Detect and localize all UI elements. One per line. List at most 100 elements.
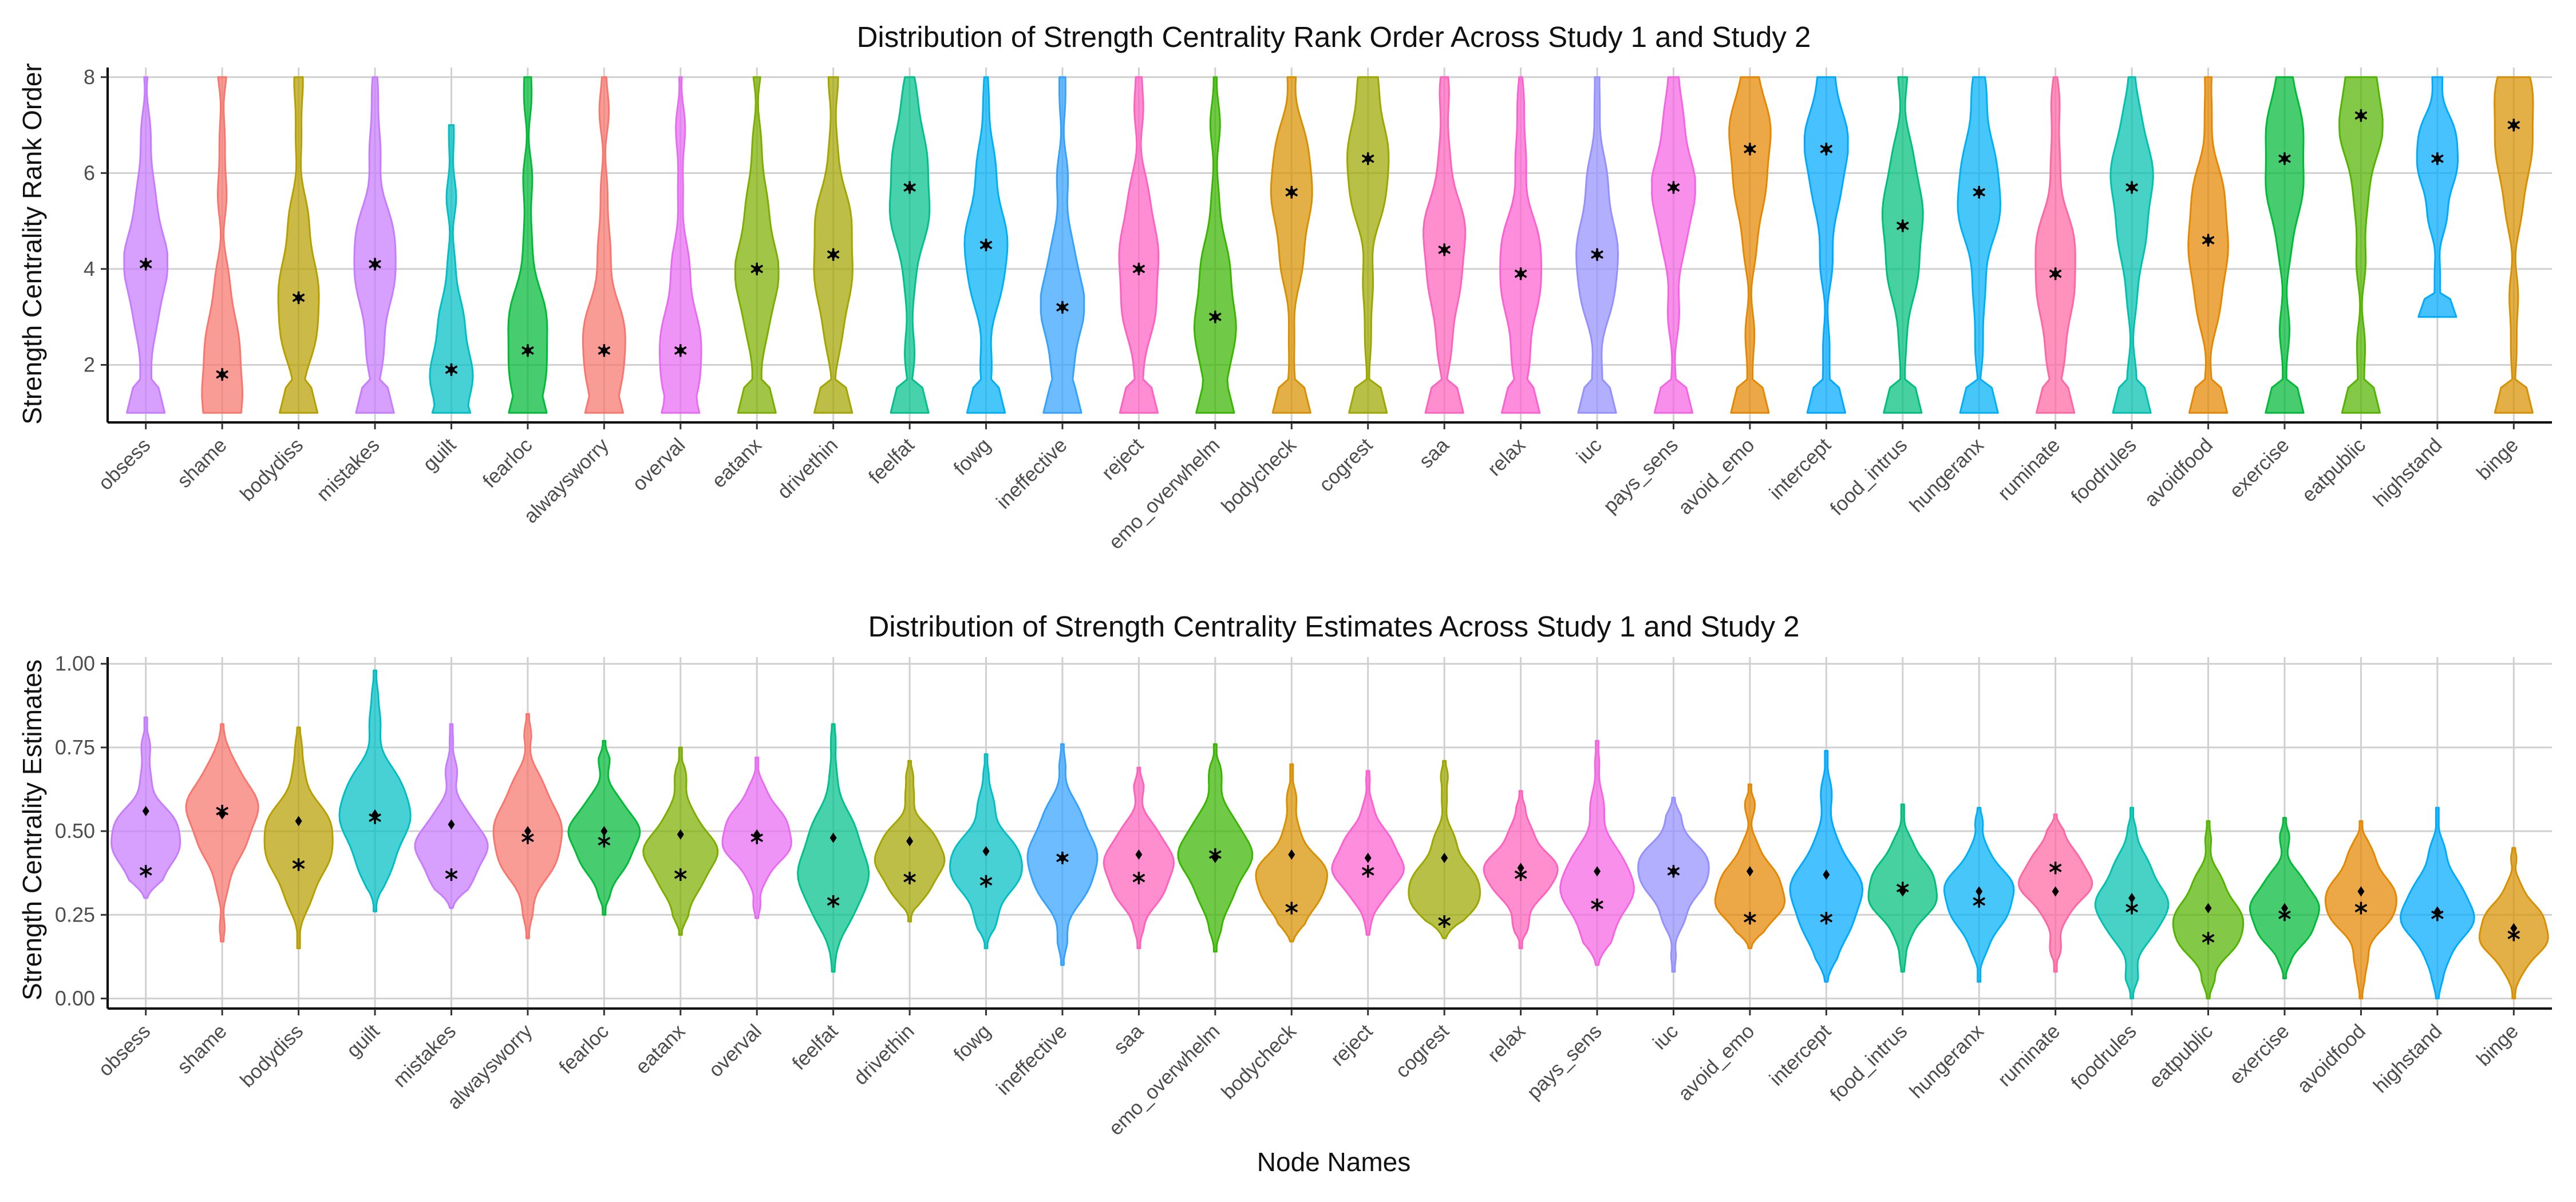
x-tick-label-fowg: fowg bbox=[949, 1020, 995, 1066]
study2-point-pays-sens bbox=[1591, 898, 1603, 911]
study2-point-food-intrus bbox=[1896, 219, 1909, 232]
study2-point-feelfat bbox=[827, 895, 840, 908]
study2-point-feelfat bbox=[903, 181, 916, 194]
study1-point-fowg bbox=[982, 846, 990, 857]
rank-gridlines bbox=[108, 68, 2552, 422]
study1-point-obsess bbox=[142, 805, 149, 816]
study2-point-food-intrus bbox=[1896, 881, 1909, 895]
violin-overval bbox=[659, 76, 702, 414]
x-tick-label-exercise: exercise bbox=[2225, 434, 2294, 503]
x-tick-label-fearloc: fearloc bbox=[479, 434, 537, 492]
study1-point-hungeranx bbox=[1976, 886, 1983, 897]
x-tick-label-eatanx: eatanx bbox=[631, 1020, 690, 1078]
x-tick-label-intercept: intercept bbox=[1765, 434, 1835, 504]
study1-point-drivethin bbox=[906, 836, 914, 847]
violin-drivethin bbox=[813, 76, 854, 414]
x-tick-label-obsess: obsess bbox=[94, 1020, 155, 1081]
violin-emo-overwhelm bbox=[1177, 743, 1254, 953]
study2-point-shame bbox=[216, 804, 229, 817]
study2-point-exercise bbox=[2278, 908, 2291, 922]
study2-point-foodrules bbox=[2125, 181, 2138, 194]
violin-ruminate bbox=[2034, 76, 2076, 414]
study1-point-avoid-emo bbox=[1746, 866, 1753, 877]
study2-point-avoid-emo bbox=[1744, 143, 1756, 156]
study2-point-drivethin bbox=[827, 248, 840, 261]
violin-foodrules bbox=[2109, 76, 2154, 414]
x-tick-label-obsess: obsess bbox=[94, 434, 155, 495]
study2-point-fearloc bbox=[598, 835, 611, 848]
violin-pays-sens bbox=[1559, 740, 1635, 966]
x-tick-label-foodrules: foodrules bbox=[2067, 434, 2140, 508]
x-tick-label-shame: shame bbox=[173, 1020, 231, 1078]
x-tick-label-reject: reject bbox=[1326, 1020, 1377, 1070]
x-tick-label-fearloc: fearloc bbox=[555, 1020, 613, 1078]
x-tick-label-intercept: intercept bbox=[1765, 1020, 1835, 1090]
violin-intercept bbox=[1804, 76, 1849, 414]
violin-avoid-emo bbox=[1728, 76, 1772, 414]
estimates-axes bbox=[106, 657, 2552, 1010]
violin-emo-overwhelm bbox=[1193, 76, 1237, 414]
violin-cogrest bbox=[1346, 76, 1390, 414]
study1-point-foodrules bbox=[2128, 893, 2136, 904]
study2-point-avoid-emo bbox=[1744, 912, 1756, 925]
study2-point-saa bbox=[1132, 871, 1145, 884]
estimates-violins bbox=[110, 669, 2549, 999]
x-tick-label-bodydiss: bodydiss bbox=[236, 1020, 307, 1092]
violin-ineffective bbox=[1040, 76, 1085, 414]
x-tick-label-mistakes: mistakes bbox=[312, 434, 384, 505]
violin-eatanx bbox=[734, 76, 780, 414]
x-tick-label-relax: relax bbox=[1483, 434, 1530, 481]
study1-point-eatanx bbox=[677, 829, 684, 840]
x-tick-label-eatpublic: eatpublic bbox=[2145, 1020, 2218, 1093]
x-tick-label-pays-sens: pays_sens bbox=[1523, 1020, 1606, 1104]
rank-points bbox=[139, 109, 2520, 381]
study2-point-eatanx bbox=[674, 868, 687, 881]
rank-violins bbox=[123, 76, 2534, 414]
x-tick-label-highstand: highstand bbox=[2369, 434, 2447, 511]
study2-point-iuc bbox=[1667, 865, 1680, 878]
study2-point-intercept bbox=[1820, 912, 1833, 925]
study2-point-binge bbox=[2507, 118, 2520, 132]
rank-y-axis-label: Strength Centrality Rank Order bbox=[17, 63, 47, 425]
study1-point-ruminate bbox=[2052, 886, 2059, 897]
x-tick-label-bodydiss: bodydiss bbox=[236, 434, 307, 505]
x-tick-label-drivethin: drivethin bbox=[773, 434, 842, 503]
study2-point-relax bbox=[1514, 868, 1527, 881]
violin-feelfat bbox=[797, 723, 870, 973]
study2-point-eatanx bbox=[750, 262, 764, 275]
study2-point-eatpublic bbox=[2202, 932, 2215, 945]
violin-relax bbox=[1499, 76, 1542, 414]
x-tick-label-binge: binge bbox=[2472, 434, 2523, 484]
violin-highstand bbox=[2416, 76, 2459, 318]
study2-point-shame bbox=[216, 368, 229, 381]
study2-point-alwaysworry bbox=[598, 344, 611, 357]
study1-point-bodydiss bbox=[295, 816, 302, 827]
study2-point-binge bbox=[2507, 928, 2520, 942]
study2-point-saa bbox=[1438, 243, 1451, 256]
violin-alwaysworry bbox=[582, 76, 626, 414]
study2-point-eatpublic bbox=[2354, 109, 2368, 122]
study2-point-foodrules bbox=[2125, 902, 2138, 915]
violin-eatpublic bbox=[2338, 76, 2384, 414]
x-tick-label-guilt: guilt bbox=[342, 1020, 384, 1062]
x-tick-label-iuc: iuc bbox=[1649, 1020, 1682, 1054]
violin-reject bbox=[1118, 76, 1160, 414]
study2-point-ruminate bbox=[2049, 861, 2062, 875]
rank-chart-title: Distribution of Strength Centrality Rank… bbox=[857, 21, 1811, 53]
x-tick-label-drivethin: drivethin bbox=[850, 1020, 919, 1089]
x-tick-label-foodrules: foodrules bbox=[2067, 1020, 2140, 1094]
violin-bodydiss bbox=[277, 76, 320, 414]
y-tick-label: 1.00 bbox=[55, 652, 95, 675]
study2-point-overval bbox=[674, 344, 687, 357]
y-tick-label: 8 bbox=[84, 65, 95, 89]
study2-point-drivethin bbox=[903, 871, 916, 884]
violin-pays-sens bbox=[1651, 76, 1696, 414]
violin-intercept bbox=[1789, 750, 1864, 983]
study1-point-fearloc bbox=[600, 826, 608, 837]
study2-point-alwaysworry bbox=[521, 831, 534, 844]
study2-point-avoidfood bbox=[2354, 902, 2368, 915]
study2-point-hungeranx bbox=[1973, 895, 1986, 908]
study2-point-emo-overwhelm bbox=[1208, 848, 1222, 861]
study2-point-guilt bbox=[445, 363, 458, 376]
estimates-x-ticks: obsess shame bodydiss guilt mistakesalwayswo… bbox=[94, 1009, 2523, 1140]
